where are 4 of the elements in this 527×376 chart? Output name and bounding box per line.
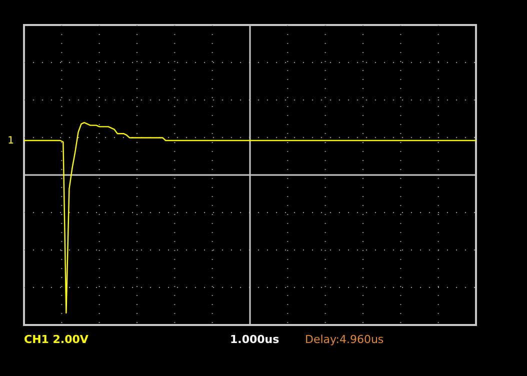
text: CH1 2.00V [24, 333, 89, 346]
text: 1.000us [230, 333, 280, 346]
series-label: 1 [8, 136, 14, 146]
text: Delay:4.960us [305, 333, 384, 346]
